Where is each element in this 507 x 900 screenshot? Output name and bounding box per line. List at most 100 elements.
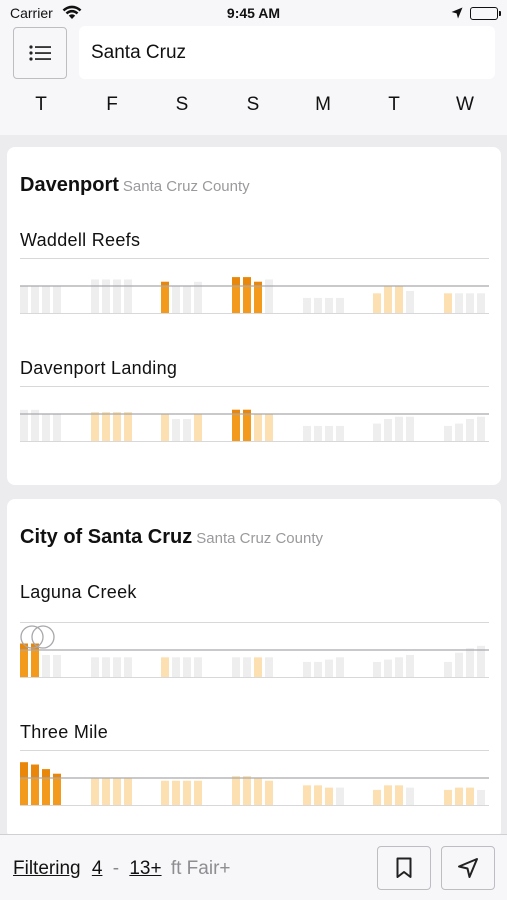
- current-location-button[interactable]: [441, 846, 495, 890]
- region-title: City of Santa Cruz Santa Cruz County: [20, 526, 323, 549]
- forecast-bar: [31, 409, 39, 442]
- forecast-bar: [265, 657, 273, 678]
- forecast-bar-top: [31, 643, 39, 650]
- list-menu-button[interactable]: [13, 27, 67, 79]
- forecast-bar: [172, 780, 180, 806]
- forecast-bar: [406, 787, 414, 806]
- spot-forecast-chart[interactable]: [20, 750, 489, 806]
- forecast-bar: [384, 785, 392, 806]
- forecast-bar: [395, 286, 403, 314]
- forecast-bar: [161, 657, 169, 678]
- forecast-bar: [455, 652, 463, 678]
- spot-divider: [20, 386, 489, 387]
- carrier-label: Carrier: [10, 5, 53, 21]
- forecast-bar-top: [20, 643, 28, 650]
- forecast-bar: [42, 286, 50, 314]
- forecast-bar: [124, 657, 132, 678]
- forecast-bar: [232, 657, 240, 678]
- filter-min-height[interactable]: 4: [91, 858, 103, 879]
- forecast-bar: [314, 785, 322, 806]
- forecast-bar: [194, 780, 202, 806]
- forecast-bar: [477, 789, 485, 806]
- forecast-bar: [254, 657, 262, 678]
- region-card: City of Santa Cruz Santa Cruz County Lagu…: [7, 499, 501, 839]
- forecast-bar: [384, 659, 392, 678]
- forecast-bar: [91, 778, 99, 806]
- forecast-bars: [20, 762, 489, 806]
- forecast-bar: [254, 414, 262, 442]
- forecast-bar: [232, 776, 240, 806]
- forecast-bar: [336, 787, 344, 806]
- forecast-bar: [373, 423, 381, 442]
- forecast-bar: [466, 648, 474, 678]
- forecast-bar: [172, 419, 180, 442]
- bookmarks-button[interactable]: [377, 846, 431, 890]
- filter-summary[interactable]: Filtering 4 - 13+ ft Fair+: [13, 858, 231, 880]
- forecast-bar: [314, 297, 322, 314]
- filter-max-height[interactable]: 13+: [129, 858, 162, 879]
- filter-label[interactable]: Filtering: [13, 858, 81, 879]
- forecast-bar: [303, 661, 311, 678]
- status-time: 9:45 AM: [226, 5, 281, 21]
- forecast-bar-top: [232, 409, 240, 414]
- forecast-bar: [183, 419, 191, 442]
- forecast-bar: [124, 778, 132, 806]
- spot-forecast-chart[interactable]: [20, 258, 489, 314]
- forecast-bar-top: [20, 762, 28, 778]
- forecast-bar: [444, 425, 452, 442]
- forecast-bar: [314, 661, 322, 678]
- forecast-bar: [113, 279, 121, 314]
- region-title: Davenport Santa Cruz County: [20, 174, 250, 197]
- forecast-bars: [20, 277, 489, 314]
- forecast-bar: [172, 657, 180, 678]
- forecast-bar: [42, 655, 50, 678]
- forecast-bar: [42, 769, 50, 806]
- forecast-bar: [373, 789, 381, 806]
- forecast-bar: [444, 293, 452, 314]
- forecast-bar-top: [42, 769, 50, 778]
- forecast-bar: [325, 297, 333, 314]
- spot-name[interactable]: Waddell Reefs: [20, 230, 141, 250]
- forecast-bar-top: [243, 409, 251, 414]
- spot-name[interactable]: Laguna Creek: [20, 582, 137, 602]
- region-card: Davenport Santa Cruz County Waddell Reefs…: [7, 147, 501, 485]
- forecast-bar: [455, 293, 463, 314]
- forecast-bar: [466, 787, 474, 806]
- day-label: M: [315, 94, 331, 115]
- forecast-bar-top: [53, 773, 61, 778]
- forecast-bar-top: [31, 764, 39, 778]
- forecast-bar: [395, 785, 403, 806]
- forecast-bar: [455, 787, 463, 806]
- time-marker-icon: [20, 625, 55, 649]
- forecast-bar: [113, 412, 121, 442]
- forecast-bar-top: [232, 277, 240, 286]
- forecast-bar: [20, 643, 28, 678]
- forecast-bar-top: [161, 281, 169, 286]
- status-bar: Carrier 9:45 AM: [0, 0, 507, 26]
- forecast-bar: [243, 776, 251, 806]
- forecast-bar: [232, 277, 240, 314]
- forecast-bar: [31, 764, 39, 806]
- forecast-bar: [113, 778, 121, 806]
- forecast-bar: [325, 425, 333, 442]
- day-header-row: T F S S M T W: [0, 94, 507, 120]
- forecast-bar: [183, 780, 191, 806]
- forecast-bar: [20, 762, 28, 806]
- location-arrow-icon: [458, 858, 478, 878]
- spot-name[interactable]: Three Mile: [20, 722, 109, 742]
- spot-name[interactable]: Davenport Landing: [20, 358, 178, 378]
- forecast-bar: [265, 279, 273, 314]
- forecast-bar: [194, 414, 202, 442]
- spot-forecast-chart[interactable]: [20, 386, 489, 442]
- day-label: T: [35, 94, 47, 115]
- region-name: City of Santa Cruz: [20, 526, 193, 548]
- forecast-bar: [406, 416, 414, 442]
- forecast-bar: [303, 297, 311, 314]
- forecast-bar-top: [254, 281, 262, 286]
- search-input[interactable]: Santa Cruz: [79, 26, 495, 79]
- list-icon: [29, 45, 51, 61]
- forecast-bar: [325, 787, 333, 806]
- spot-forecast-chart[interactable]: [20, 622, 489, 678]
- forecast-bar: [161, 414, 169, 442]
- forecast-bar: [444, 789, 452, 806]
